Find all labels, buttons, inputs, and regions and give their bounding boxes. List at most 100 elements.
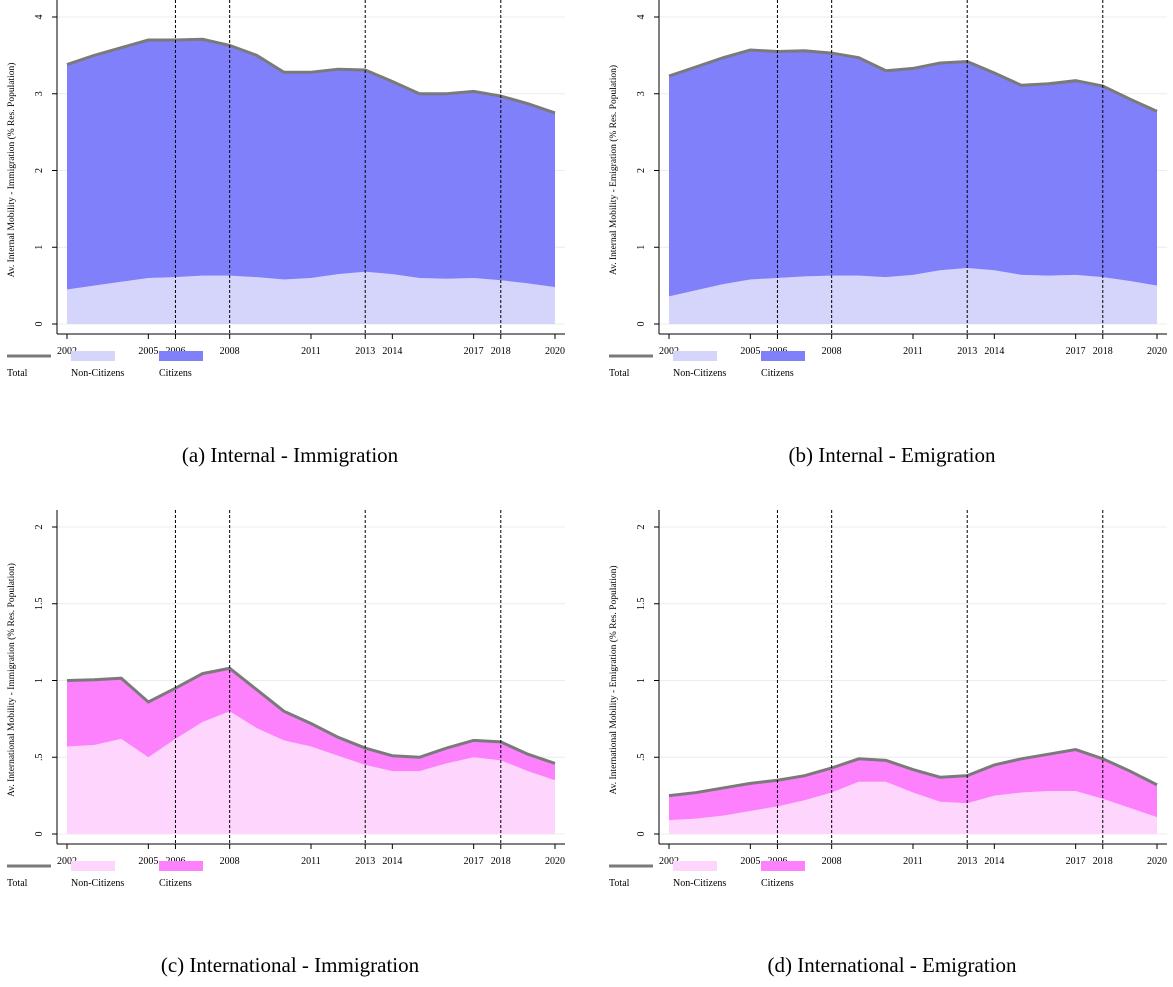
y-axis-label: Av. International Mobility - Emigration … <box>608 565 619 794</box>
area <box>67 39 555 290</box>
legend-label: Total <box>609 368 630 379</box>
x-tick-label: 2020 <box>1147 856 1167 867</box>
x-tick-label: 2011 <box>903 856 923 867</box>
legend-label: Total <box>7 878 28 889</box>
y-tick-label: 0 <box>636 322 647 327</box>
caption: (b) Internal - Emigration <box>788 443 996 467</box>
legend-label: Citizens <box>159 878 192 889</box>
x-tick-label: 2008 <box>220 856 240 867</box>
y-tick-label: 1 <box>636 678 647 683</box>
legend-label: Non-Citizens <box>673 368 726 379</box>
x-tick-label: 2002 <box>57 856 77 867</box>
caption: (a) Internal - Immigration <box>182 443 399 467</box>
y-axis-label: Av. International Mobility - Immigration… <box>6 563 17 797</box>
x-tick-label: 2018 <box>491 346 511 357</box>
legend-swatch <box>673 351 717 361</box>
y-tick-label: 0 <box>34 832 45 837</box>
y-tick-label: 2 <box>636 525 647 530</box>
area <box>669 781 1157 834</box>
total-line <box>668 748 1158 798</box>
total-line <box>668 48 1158 113</box>
y-tick-label: 1 <box>34 678 45 683</box>
x-tick-label: 2017 <box>464 856 484 867</box>
legend-swatch <box>761 861 805 871</box>
legend-label: Non-Citizens <box>673 878 726 889</box>
legend-swatch <box>761 351 805 361</box>
y-tick-label: 3 <box>636 91 647 96</box>
x-tick-label: 2013 <box>355 856 375 867</box>
y-tick-label: 1 <box>34 245 45 250</box>
y-tick-label: 0 <box>34 322 45 327</box>
x-tick-label: 2017 <box>464 346 484 357</box>
y-tick-label: 1.5 <box>636 598 647 611</box>
legend-label: Citizens <box>159 368 192 379</box>
chart-panel: 0.511.5220022005200620082011201320142017… <box>6 510 565 977</box>
x-tick-label: 2020 <box>1147 346 1167 357</box>
x-tick-label: 2014 <box>382 346 402 357</box>
x-tick-label: 2013 <box>355 346 375 357</box>
y-tick-label: 0 <box>636 832 647 837</box>
x-tick-label: 2008 <box>220 346 240 357</box>
x-tick-label: 2017 <box>1066 856 1086 867</box>
x-tick-label: 2018 <box>1093 346 1113 357</box>
caption: (c) International - Immigration <box>161 953 420 977</box>
x-tick-label: 2018 <box>491 856 511 867</box>
x-tick-label: 2014 <box>984 346 1004 357</box>
caption: (d) International - Emigration <box>768 953 1017 977</box>
y-tick-label: 2 <box>34 168 45 173</box>
area <box>67 711 555 834</box>
legend-swatch <box>673 861 717 871</box>
legend-swatch <box>159 861 203 871</box>
legend-label: Total <box>609 878 630 889</box>
x-tick-label: 2017 <box>1066 346 1086 357</box>
y-tick-label: .5 <box>34 754 45 762</box>
legend-swatch <box>159 351 203 361</box>
chart-panel: 0.511.5220022005200620082011201320142017… <box>608 510 1167 977</box>
x-tick-label: 2014 <box>984 856 1004 867</box>
legend-swatch <box>71 861 115 871</box>
total-line <box>66 666 556 765</box>
legend-swatch <box>71 351 115 361</box>
legend-label: Total <box>7 368 28 379</box>
x-tick-label: 2020 <box>545 346 565 357</box>
area <box>669 749 1157 821</box>
area <box>669 267 1157 324</box>
y-tick-label: 1.5 <box>34 598 45 611</box>
chart-panel: 0123420022005200620082011201320142017201… <box>608 0 1167 467</box>
chart-panel: 0123420022005200620082011201320142017201… <box>6 0 565 467</box>
legend-label: Citizens <box>761 368 794 379</box>
y-tick-label: 4 <box>34 15 45 20</box>
x-tick-label: 2018 <box>1093 856 1113 867</box>
y-tick-label: .5 <box>636 754 647 762</box>
legend-label: Non-Citizens <box>71 878 124 889</box>
x-tick-label: 2008 <box>822 346 842 357</box>
y-tick-label: 1 <box>636 245 647 250</box>
x-tick-label: 2011 <box>301 346 321 357</box>
x-tick-label: 2020 <box>545 856 565 867</box>
x-tick-label: 2002 <box>659 856 679 867</box>
x-tick-label: 2011 <box>903 346 923 357</box>
y-axis-label: Av. Internal Mobility - Emigration (% Re… <box>608 65 619 275</box>
x-tick-label: 2002 <box>659 346 679 357</box>
x-tick-label: 2005 <box>740 856 760 867</box>
legend-label: Non-Citizens <box>71 368 124 379</box>
x-tick-label: 2005 <box>138 856 158 867</box>
y-tick-label: 4 <box>636 15 647 20</box>
x-tick-label: 2014 <box>382 856 402 867</box>
x-tick-label: 2008 <box>822 856 842 867</box>
area <box>669 50 1157 297</box>
total-line <box>66 37 556 115</box>
x-tick-label: 2013 <box>957 346 977 357</box>
x-tick-label: 2005 <box>740 346 760 357</box>
y-axis-label: Av. Internal Mobility - Immigration (% R… <box>6 63 17 278</box>
area <box>67 271 555 324</box>
y-tick-label: 2 <box>34 525 45 530</box>
y-tick-label: 3 <box>34 91 45 96</box>
x-tick-label: 2011 <box>301 856 321 867</box>
legend-label: Citizens <box>761 878 794 889</box>
x-tick-label: 2005 <box>138 346 158 357</box>
x-tick-label: 2002 <box>57 346 77 357</box>
x-tick-label: 2013 <box>957 856 977 867</box>
y-tick-label: 2 <box>636 168 647 173</box>
